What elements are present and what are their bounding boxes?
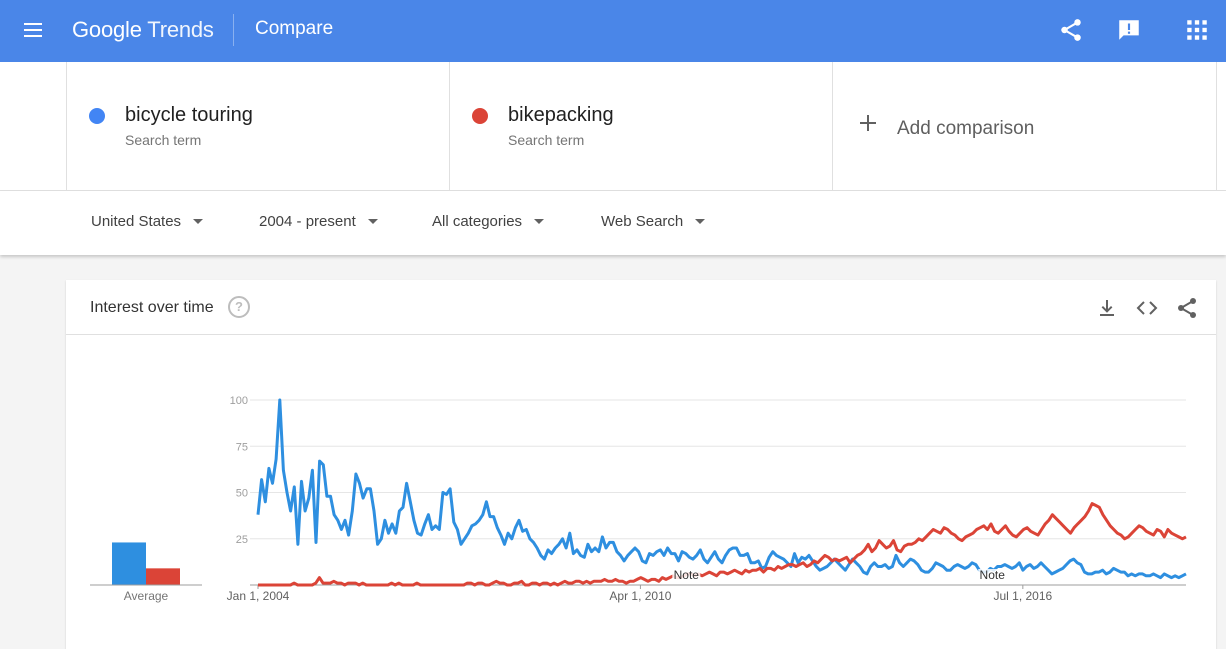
note-bg [978,569,1007,582]
dropdown-arrow-icon [193,218,204,224]
comparison-terms-bar: bicycle touring Search term bikepacking … [0,62,1226,191]
term-color-dot [472,108,488,124]
google-trends-logo[interactable]: Google Trends [72,17,214,43]
dropdown-arrow-icon [695,218,706,224]
time-range-dropdown[interactable]: 2004 - present [259,213,378,230]
average-bar-bicycle-touring [112,542,146,585]
search-type-value: Web Search [601,213,684,230]
card-header: Interest over time ? [66,280,1216,335]
menu-icon[interactable] [22,20,44,40]
add-comparison-label: Add comparison [897,118,1035,139]
x-tick-label: Jul 1, 2016 [993,589,1052,603]
category-dropdown[interactable]: All categories [432,213,545,230]
term-name[interactable]: bikepacking [508,104,614,126]
region-dropdown[interactable]: United States [91,213,204,230]
header-divider [233,14,234,46]
card-title: Interest over time [90,299,214,316]
series-line-bikepacking [258,502,1187,587]
top-app-bar: Google Trends Compare [0,0,1226,62]
series-line-bicycle-touring [256,398,1187,580]
search-type-dropdown[interactable]: Web Search [601,213,706,230]
term-card-bikepacking[interactable]: bikepacking Search term [449,62,833,190]
interest-chart[interactable]: 25 50 75 100 Jan 1, 2004 Apr 1, 2010 Jul 1, 20… [66,280,1216,610]
share-icon[interactable] [1058,17,1084,43]
y-tick-label: 100 [230,395,248,407]
help-icon[interactable]: ? [228,296,250,318]
page-title: Compare [255,18,334,39]
interest-over-time-card: Interest over time ? 25 50 75 100 Jan 1, 200… [66,280,1216,649]
logo-google: Google [72,17,142,42]
average-bar-bikepacking [146,568,180,585]
y-tick-label: 25 [236,534,248,546]
apps-icon[interactable] [1184,17,1210,43]
y-tick-label: 50 [236,488,248,500]
term-type: Search term [125,132,202,148]
share-icon[interactable] [1175,296,1199,320]
dropdown-arrow-icon [534,218,545,224]
y-tick-label: 75 [236,441,248,453]
download-icon[interactable] [1095,296,1119,320]
note-marker: Note [674,568,700,582]
add-comparison-button[interactable]: Add comparison [832,62,1217,190]
x-tick-label: Apr 1, 2010 [609,589,671,603]
note-marker: Note [980,568,1006,582]
time-range-value: 2004 - present [259,213,356,230]
logo-trends: Trends [147,17,214,42]
feedback-icon[interactable] [1116,17,1142,43]
term-type: Search term [508,132,585,148]
dropdown-arrow-icon [367,218,378,224]
x-tick-label: Jan 1, 2004 [227,589,290,603]
note-bg [672,569,701,582]
term-color-dot [89,108,105,124]
term-card-bicycle-touring[interactable]: bicycle touring Search term [66,62,450,190]
category-value: All categories [432,213,523,230]
filter-bar: United States 2004 - present All categor… [0,191,1226,255]
term-name[interactable]: bicycle touring [125,104,253,126]
embed-icon[interactable] [1135,296,1159,320]
region-value: United States [91,213,182,230]
average-label: Average [124,589,169,603]
plus-icon [860,115,876,131]
